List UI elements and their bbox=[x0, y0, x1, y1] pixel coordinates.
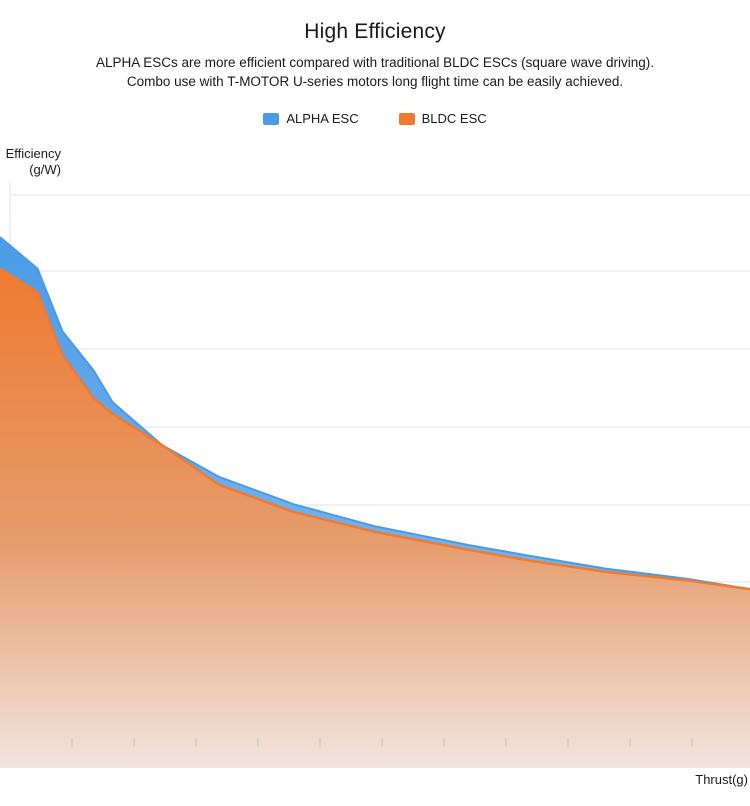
chart-title: High Efficiency bbox=[304, 20, 446, 43]
legend-item-alpha[interactable]: ALPHA ESC bbox=[263, 111, 359, 126]
x-ticks bbox=[71, 738, 693, 747]
y-axis-label-line-1: Efficiency bbox=[5, 146, 61, 161]
chart-legend: ALPHA ESC BLDC ESC bbox=[0, 111, 750, 126]
y-axis-label-line-2: (g/W) bbox=[29, 162, 61, 177]
legend-item-bldc[interactable]: BLDC ESC bbox=[398, 111, 487, 126]
chart-subtitle: ALPHA ESCs are more efficient compared w… bbox=[0, 53, 750, 91]
series-area-bldc-esc bbox=[0, 268, 750, 768]
y-axis-label: Efficiency (g/W) bbox=[1, 146, 61, 178]
series-areas bbox=[0, 236, 750, 769]
legend-swatch-bldc bbox=[398, 112, 415, 125]
x-axis-label: Thrust(g) bbox=[695, 772, 748, 787]
series-line-bldc-esc bbox=[0, 267, 750, 591]
subtitle-line-2: Combo use with T-MOTOR U-series motors l… bbox=[126, 74, 624, 89]
subtitle-line-1: ALPHA ESCs are more efficient compared w… bbox=[96, 55, 654, 70]
legend-label-bldc: BLDC ESC bbox=[421, 111, 487, 126]
series-line-alpha-esc bbox=[0, 236, 750, 591]
legend-label-alpha: ALPHA ESC bbox=[286, 111, 359, 126]
legend-swatch-alpha bbox=[263, 112, 280, 125]
